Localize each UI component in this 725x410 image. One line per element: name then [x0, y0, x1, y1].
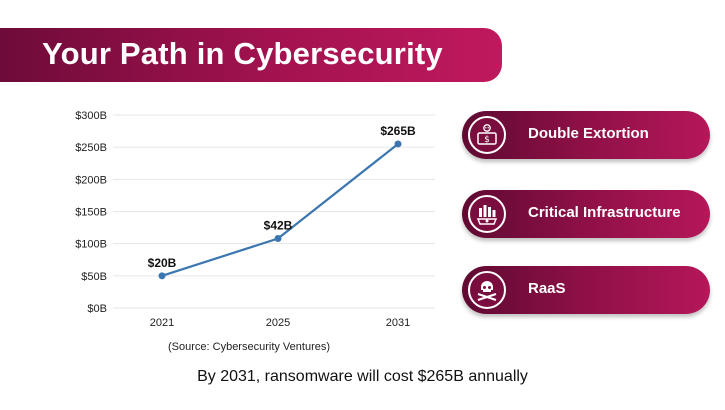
data-point — [158, 272, 166, 280]
data-point — [394, 140, 402, 148]
threat-label: Double Extortion — [528, 125, 649, 142]
threat-label: RaaS — [528, 280, 566, 297]
data-label: $20B — [148, 256, 177, 270]
page-title: Your Path in Cybersecurity — [42, 36, 443, 71]
y-tick-label: $250B — [75, 142, 107, 154]
title-banner — [0, 28, 502, 82]
threat-pill-critical-infrastructure: Critical Infrastructure — [462, 190, 710, 238]
y-tick-label: $100B — [75, 239, 107, 251]
y-tick-label: $50B — [81, 271, 107, 283]
x-tick-label: 2031 — [386, 317, 410, 329]
x-tick-label: 2021 — [150, 317, 174, 329]
x-tick-label: 2025 — [266, 317, 290, 329]
threat-pill-double-extortion: $ Double Extortion — [462, 111, 710, 159]
data-label: $265B — [380, 124, 416, 138]
footer-caption: By 2031, ransomware will cost $265B annu… — [197, 368, 528, 385]
series-line — [161, 143, 399, 277]
y-tick-label: $150B — [75, 207, 107, 219]
data-point — [274, 235, 282, 243]
infrastructure-gear-icon — [468, 195, 506, 233]
threat-pill-raas: RaaS — [462, 266, 710, 314]
skull-dollar-icon: $ — [468, 116, 506, 154]
source-note: (Source: Cybersecurity Ventures) — [168, 341, 331, 353]
y-tick-label: $300B — [75, 110, 107, 122]
y-tick-label: $0B — [87, 303, 107, 315]
threat-label: Critical Infrastructure — [528, 204, 681, 221]
y-tick-label: $200B — [75, 174, 107, 186]
skull-crossbones-icon — [468, 271, 506, 309]
svg-text:$: $ — [484, 135, 490, 145]
data-label: $42B — [264, 219, 293, 233]
